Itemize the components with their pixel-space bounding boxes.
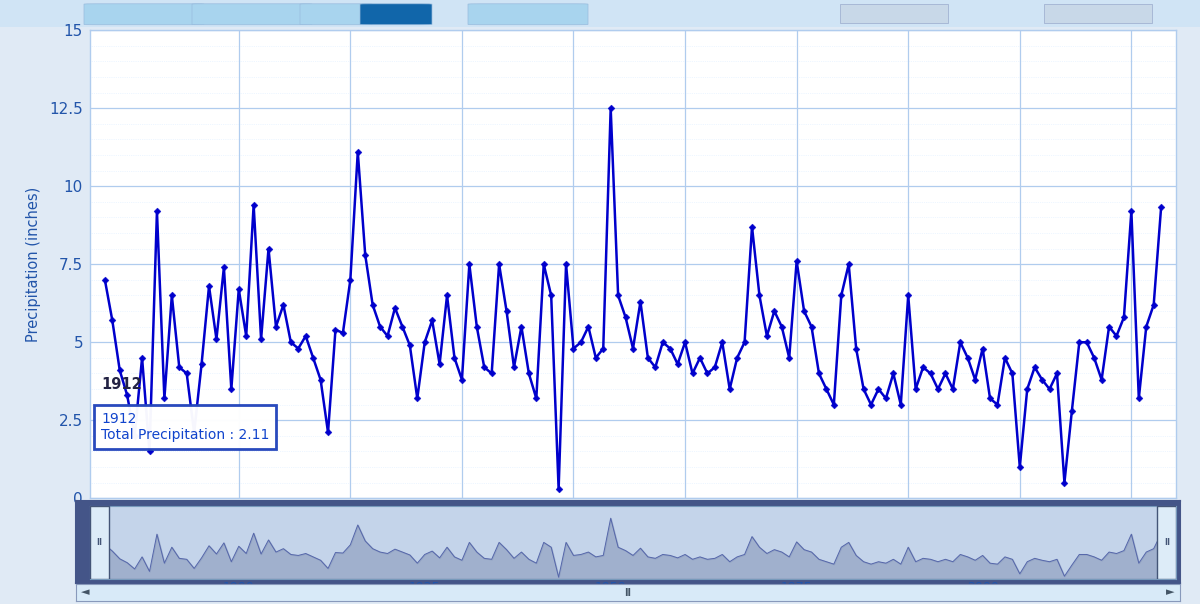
FancyBboxPatch shape (300, 4, 372, 25)
FancyBboxPatch shape (192, 4, 312, 25)
Text: ◄: ◄ (82, 588, 90, 597)
Bar (1044, 4, 1152, 23)
FancyBboxPatch shape (468, 4, 588, 25)
Text: II: II (624, 588, 631, 597)
Y-axis label: Precipitation (inches): Precipitation (inches) (26, 187, 41, 342)
Text: 1912: 1912 (101, 377, 142, 392)
FancyBboxPatch shape (1158, 506, 1176, 579)
Text: II: II (1164, 538, 1170, 547)
FancyBboxPatch shape (84, 4, 204, 25)
Text: II: II (96, 538, 102, 547)
Text: 1912
Total Precipitation : 2.11: 1912 Total Precipitation : 2.11 (101, 412, 270, 442)
Bar (840, 4, 948, 23)
FancyBboxPatch shape (360, 4, 432, 25)
Text: ►: ► (1165, 588, 1174, 597)
FancyBboxPatch shape (90, 506, 108, 579)
